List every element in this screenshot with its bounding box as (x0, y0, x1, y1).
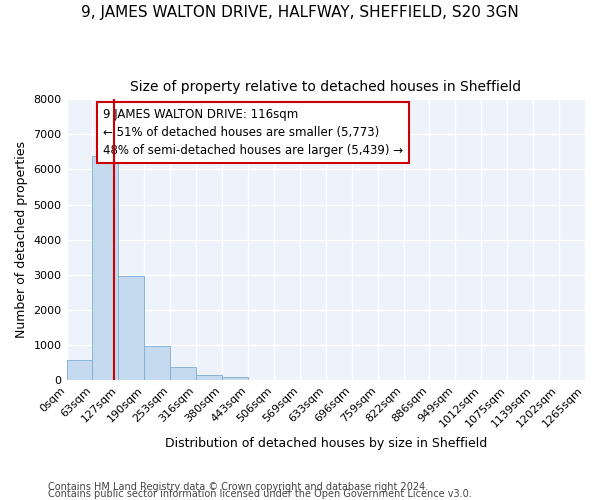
Bar (170, 367, 196, 380)
Title: Size of property relative to detached houses in Sheffield: Size of property relative to detached ho… (130, 80, 521, 94)
Text: Contains public sector information licensed under the Open Government Licence v3: Contains public sector information licen… (48, 489, 472, 499)
Text: 9, JAMES WALTON DRIVE, HALFWAY, SHEFFIELD, S20 3GN: 9, JAMES WALTON DRIVE, HALFWAY, SHEFFIEL… (81, 5, 519, 20)
Bar (145, 346, 170, 380)
Text: 9 JAMES WALTON DRIVE: 116sqm
← 51% of detached houses are smaller (5,773)
48% of: 9 JAMES WALTON DRIVE: 116sqm ← 51% of de… (103, 108, 403, 157)
Bar (196, 374, 222, 380)
X-axis label: Distribution of detached houses by size in Sheffield: Distribution of detached houses by size … (164, 437, 487, 450)
Bar (92, 156, 118, 380)
Y-axis label: Number of detached properties: Number of detached properties (15, 141, 28, 338)
Bar (222, 378, 248, 380)
Bar (67, 360, 92, 380)
Text: Contains HM Land Registry data © Crown copyright and database right 2024.: Contains HM Land Registry data © Crown c… (48, 482, 428, 492)
Bar (118, 276, 145, 380)
